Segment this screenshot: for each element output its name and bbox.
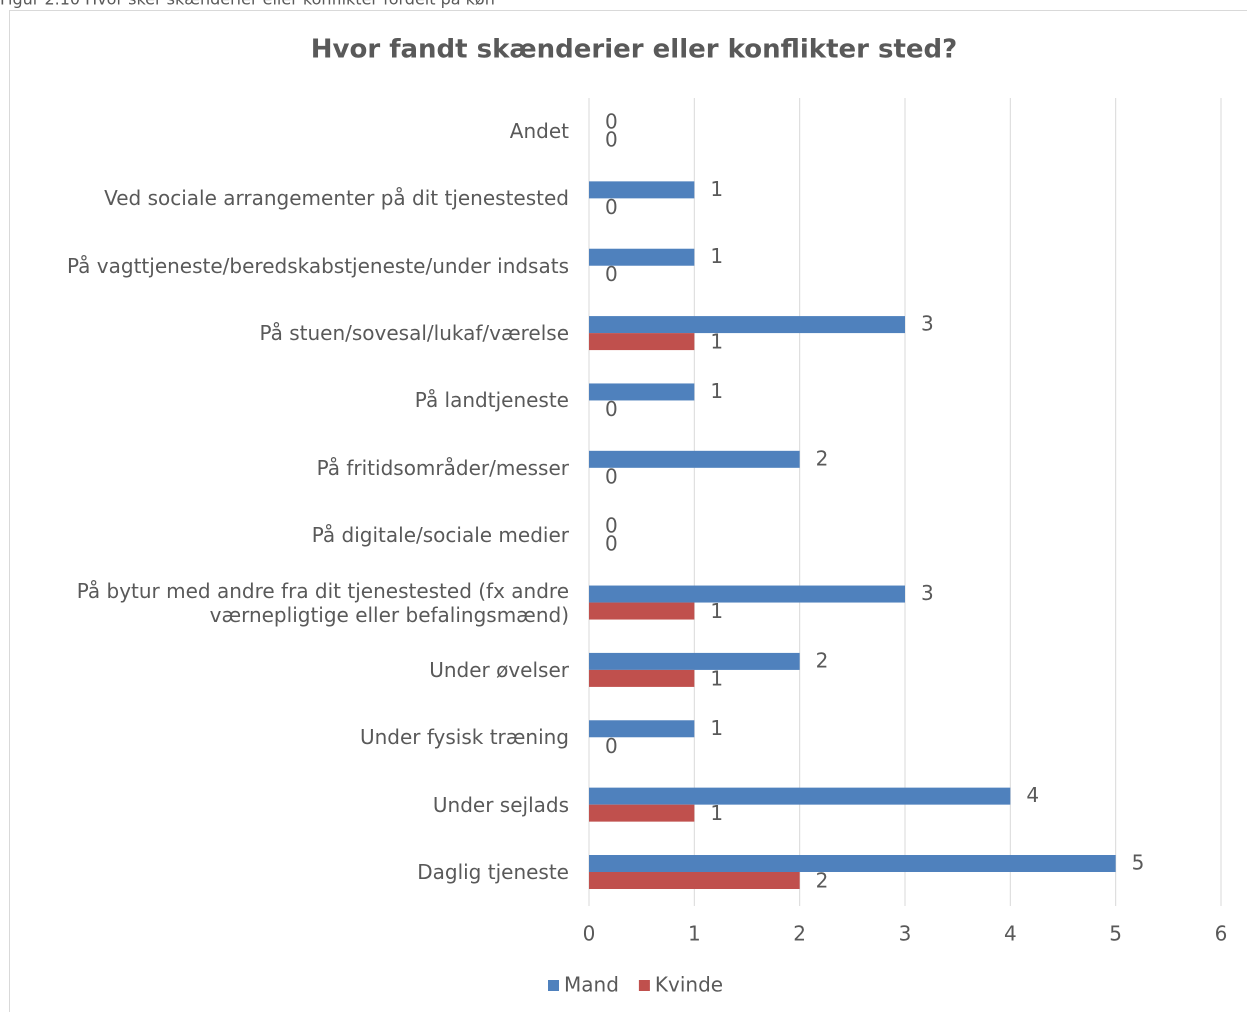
x-tick-label: 6 [1215, 922, 1228, 946]
bar [589, 787, 1011, 805]
bar [589, 602, 695, 620]
x-tick-label: 1 [688, 922, 701, 946]
data-label: 3 [921, 581, 934, 605]
bar [589, 181, 695, 199]
bar [589, 804, 695, 822]
data-label: 1 [710, 666, 723, 690]
data-label: 0 [605, 734, 618, 758]
bar [589, 652, 800, 670]
data-label: 2 [816, 446, 829, 470]
y-tick-label: På vagttjeneste/beredskabstjeneste/under… [67, 253, 569, 278]
data-label: 2 [816, 648, 829, 672]
y-tick-label: På landtjeneste [414, 388, 569, 413]
y-tick-label: Under sejlads [432, 792, 569, 817]
legend-swatch [638, 980, 650, 991]
y-tick-label: På stuen/sovesal/lukaf/værelse [259, 321, 569, 346]
bar [589, 585, 905, 603]
y-tick-label: Ved sociale arrangementer på dit tjenest… [104, 186, 569, 211]
y-tick-label: Andet [509, 119, 569, 143]
data-label: 2 [816, 869, 829, 893]
data-label: 0 [605, 397, 618, 421]
y-tick-label: Under fysisk træning [359, 725, 569, 750]
bar [589, 855, 1116, 872]
bar [589, 872, 800, 889]
bar [589, 720, 695, 738]
data-label: 5 [1132, 851, 1145, 875]
y-tick-label: Under øvelser [429, 657, 569, 682]
y-tick-label: På fritidsområder/messer [316, 455, 569, 480]
data-label: 1 [710, 244, 723, 268]
data-label: 0 [605, 532, 618, 556]
y-tick-label: Daglig tjeneste [417, 860, 569, 884]
data-label: 0 [605, 262, 618, 286]
x-tick-label: 2 [793, 922, 806, 946]
y-tick-label: På bytur med andre fra dit tjenestested … [76, 578, 569, 627]
data-label: 4 [1026, 783, 1039, 807]
data-label: 0 [605, 128, 618, 152]
bar [589, 450, 800, 468]
x-tick-label: 5 [1109, 922, 1122, 946]
data-label: 1 [710, 801, 723, 825]
bar [589, 248, 695, 266]
chart-title: Hvor fandt skænderier eller konflikter s… [311, 35, 957, 65]
data-label: 0 [605, 464, 618, 488]
legend-swatch [548, 980, 559, 991]
data-label: 1 [710, 716, 723, 740]
data-label: 0 [605, 514, 618, 538]
data-label: 1 [710, 177, 723, 201]
data-label: 3 [921, 312, 934, 336]
chart-border [9, 10, 1247, 1012]
data-label: 1 [710, 599, 723, 623]
legend-label: Kvinde [655, 973, 723, 997]
data-label: 1 [710, 379, 723, 403]
y-tick-label: På digitale/sociale medier [311, 523, 569, 548]
data-label: 0 [605, 195, 618, 219]
bar [589, 383, 695, 401]
data-label: 1 [710, 330, 723, 354]
x-tick-label: 4 [1004, 922, 1017, 946]
bar [589, 669, 695, 687]
data-label: 0 [605, 110, 618, 134]
x-tick-label: 0 [583, 922, 596, 946]
bar [589, 316, 905, 334]
x-tick-label: 3 [899, 922, 912, 946]
caption: Figur 2.10 Hvor sker skænderier eller ko… [0, 0, 495, 9]
legend-label: Mand [564, 973, 619, 997]
bar [589, 333, 695, 351]
